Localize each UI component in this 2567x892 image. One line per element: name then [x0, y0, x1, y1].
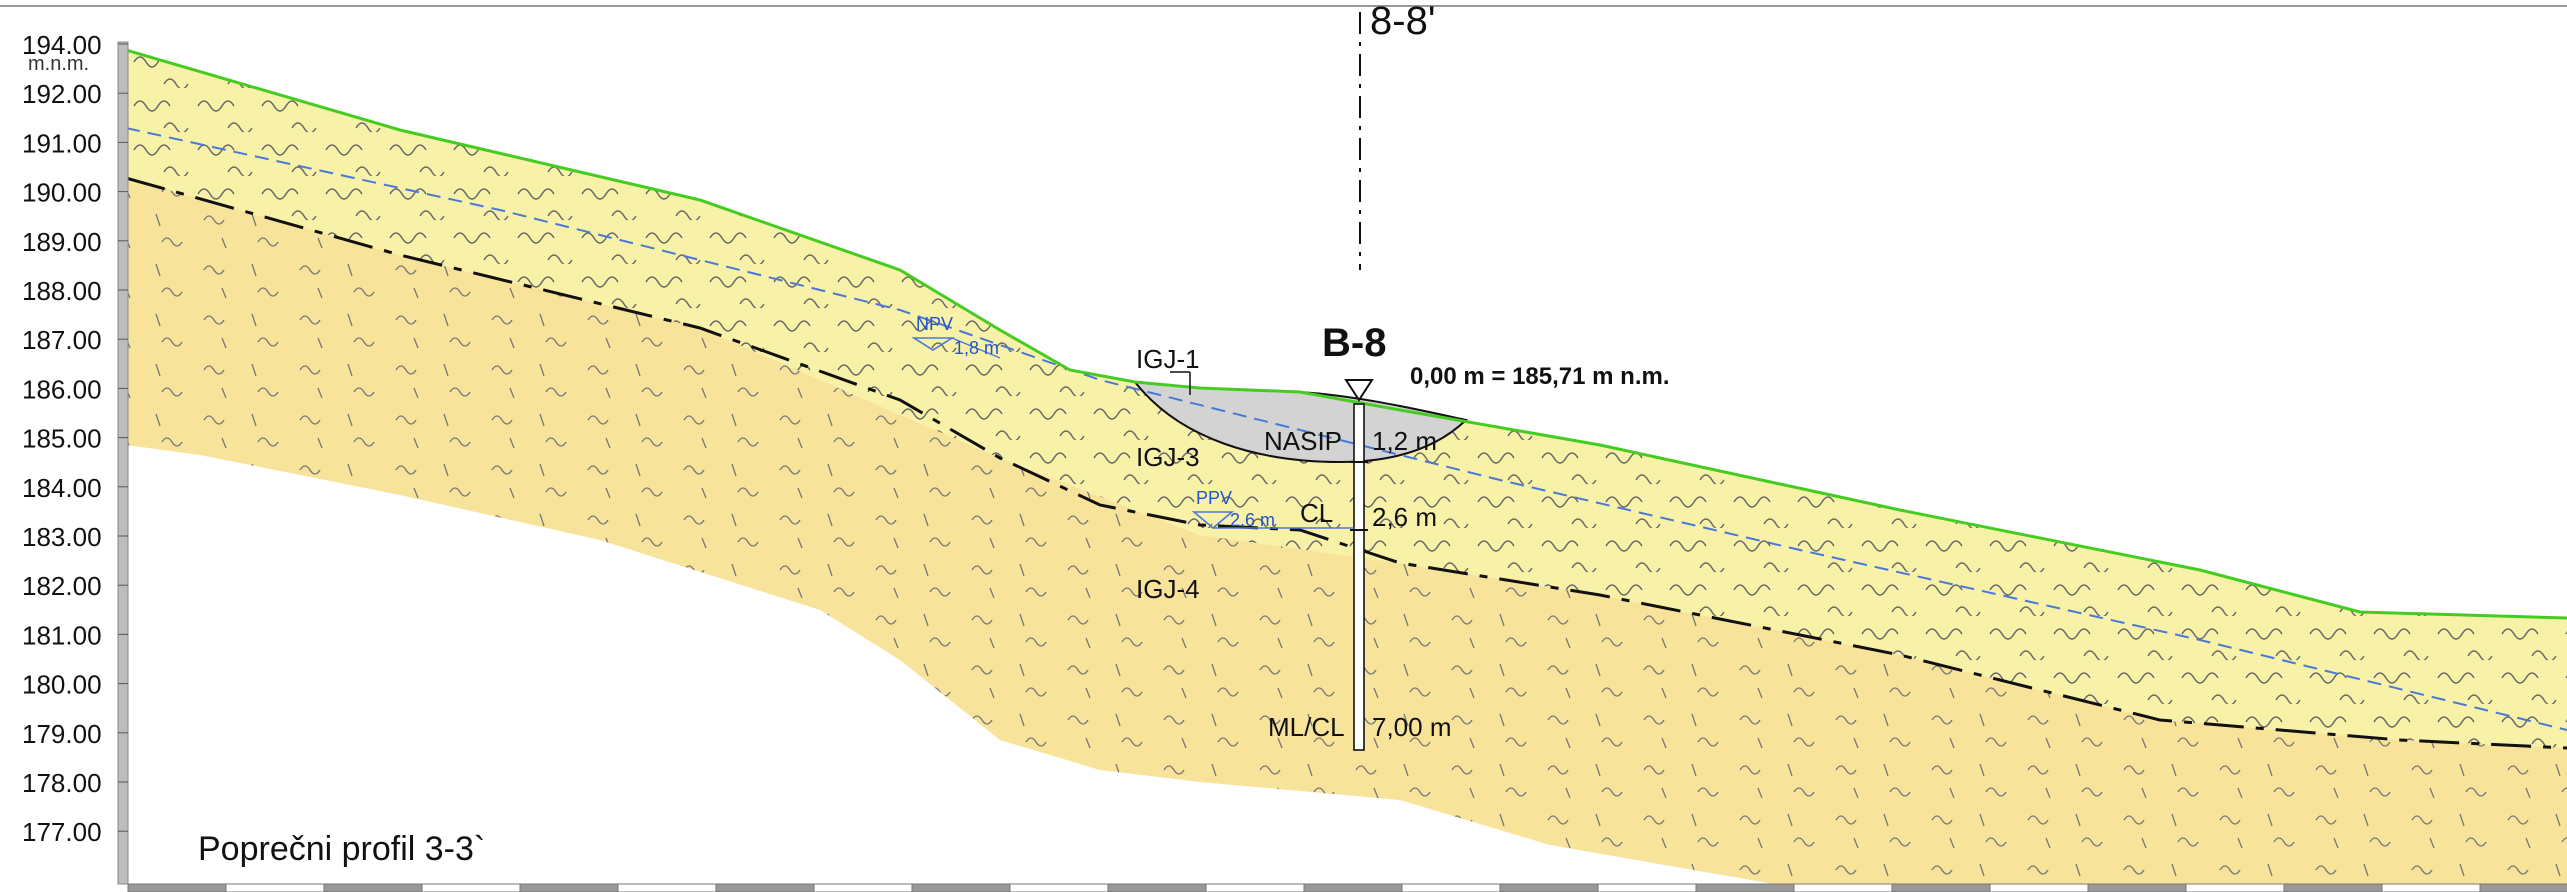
scale-segment — [1205, 883, 1305, 892]
scale-segment — [225, 883, 325, 892]
scale-segment — [1401, 883, 1501, 892]
borehole-layer-1-soil: NASIP — [1264, 426, 1342, 456]
layer-igj3 — [126, 50, 2567, 748]
fill-lens-igj1 — [1132, 380, 1469, 464]
scale-segment — [127, 883, 227, 892]
scale-segment — [421, 883, 521, 892]
layer-igj4 — [126, 178, 2567, 885]
profile-title: Poprečni profil 3-3` — [198, 830, 485, 868]
scale-segment — [2283, 883, 2383, 892]
bottom-scale-bar — [127, 883, 2567, 892]
axis-tick-label: 192.00 — [22, 79, 102, 109]
axis-tick-label: 181.00 — [22, 620, 102, 650]
scale-segment — [2381, 883, 2481, 892]
borehole-layer-1-depth: 1,2 m — [1372, 426, 1437, 456]
scale-segment — [1695, 883, 1795, 892]
scale-segment — [813, 883, 913, 892]
scale-segment — [617, 883, 717, 892]
ppv-marker: PPV 2,6 m — [1191, 488, 1354, 530]
axis-tick-label: 186.00 — [22, 374, 102, 404]
section-line-label: 8-8' — [1370, 0, 1435, 43]
borehole-elevation: 0,00 m = 185,71 m n.m. — [1410, 363, 1670, 390]
ppv-depth: 2,6 m — [1230, 510, 1275, 530]
scale-segment — [911, 883, 1011, 892]
axis-tick-label: 185.00 — [22, 424, 102, 454]
unit-label-igj1: IGJ-1 — [1136, 344, 1200, 374]
npv-triangle-icon — [911, 337, 955, 351]
scale-segment — [1793, 883, 1893, 892]
axis-tick-label: 183.00 — [22, 522, 102, 552]
borehole-layer-2-depth: 2,6 m — [1372, 502, 1437, 532]
axis-tick-label: 177.00 — [22, 817, 102, 847]
axis-tick-label: 184.00 — [22, 473, 102, 503]
ground-surface-line — [125, 48, 2567, 620]
scale-segment — [1107, 883, 1207, 892]
scale-segment — [1499, 883, 1599, 892]
scale-segment — [323, 883, 423, 892]
axis-tick-label: 190.00 — [22, 178, 102, 208]
axis-tick-label: 182.00 — [22, 571, 102, 601]
ppv-triangle-icon — [1191, 511, 1235, 530]
axis-tick-label: 188.00 — [22, 276, 102, 306]
npv-label: NPV — [916, 314, 953, 334]
ppv-label: PPV — [1196, 488, 1232, 508]
borehole-column — [1353, 403, 1365, 751]
scale-segment — [1009, 883, 1109, 892]
axis-tick-label: 191.00 — [22, 128, 102, 158]
scale-segment — [2087, 883, 2187, 892]
borehole-top-marker-icon — [1344, 379, 1374, 402]
unit-label-igj4: IGJ-4 — [1136, 574, 1200, 604]
npv-marker: NPV 1,8 m — [911, 314, 1001, 359]
unit-label-igj3: IGJ-3 — [1136, 442, 1200, 472]
axis-tick-label: 180.00 — [22, 670, 102, 700]
npv-depth: 1,8 m — [954, 338, 999, 358]
axis-tick-label: 178.00 — [22, 768, 102, 798]
scale-segment — [519, 883, 619, 892]
borehole-name: B-8 — [1322, 321, 1386, 365]
scale-segment — [1891, 883, 1991, 892]
borehole-layer-2-soil: CL — [1300, 498, 1333, 528]
scale-segment — [1597, 883, 1697, 892]
borehole-layer-3-depth: 7,00 m — [1372, 712, 1452, 742]
scale-segment — [1303, 883, 1403, 892]
axis-unit-label: m.n.m. — [28, 53, 89, 75]
borehole-layer-3-soil: ML/CL — [1268, 712, 1345, 742]
scale-segment — [2479, 883, 2567, 892]
scale-segment — [1989, 883, 2089, 892]
elevation-axis: 194.00 192.00 191.00 190.00 189.00 188.00 187.… — [22, 30, 129, 885]
axis-tick-label: 194.00 — [22, 30, 102, 60]
groundwater-line — [125, 127, 2567, 731]
axis-tick-label: 179.00 — [22, 719, 102, 749]
axis-tick-label: 187.00 — [22, 325, 102, 355]
scale-segment — [715, 883, 815, 892]
scale-segment — [2185, 883, 2285, 892]
axis-tick-label: 189.00 — [22, 227, 102, 257]
borehole-b8: B-8 0,00 m = 185,71 m n.m. NASIP 1,2 m C… — [1264, 321, 1670, 751]
